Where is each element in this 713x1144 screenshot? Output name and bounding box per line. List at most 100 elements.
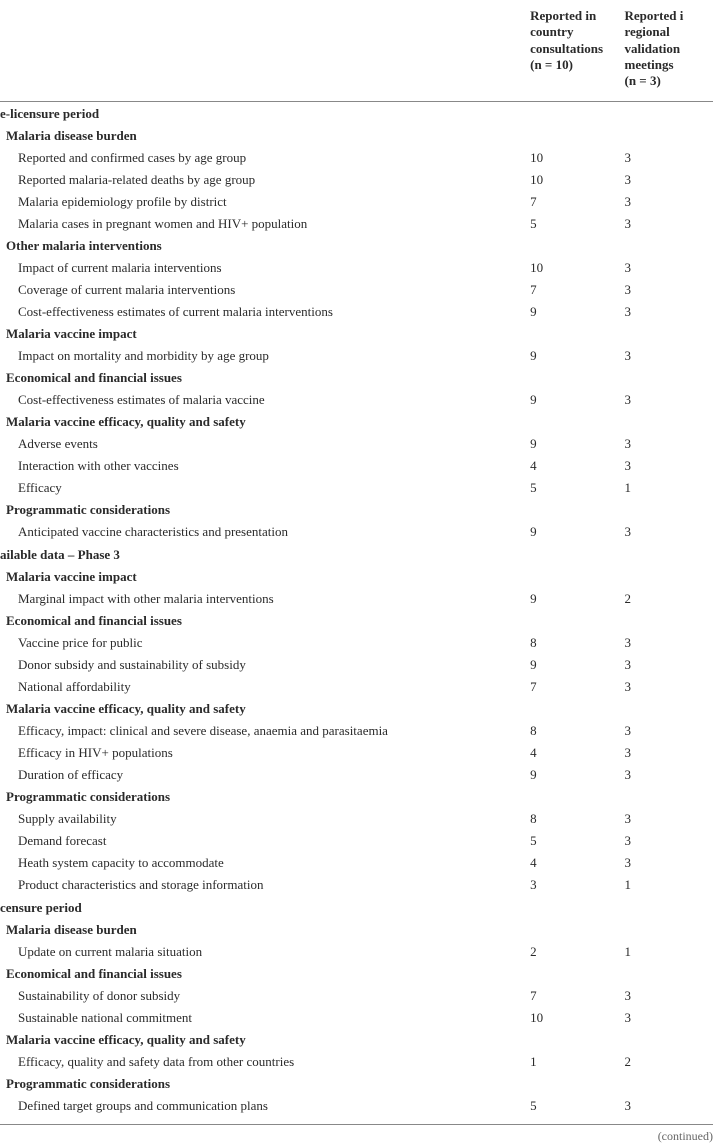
row-label: Cost-effectiveness estimates of malaria … bbox=[0, 389, 526, 411]
row-value-2: 2 bbox=[620, 1051, 713, 1073]
row-value-2: 2 bbox=[620, 588, 713, 610]
row-label: Reported malaria-related deaths by age g… bbox=[0, 169, 526, 191]
table-row: Efficacy, impact: clinical and severe di… bbox=[0, 720, 713, 742]
table-row: Product characteristics and storage info… bbox=[0, 874, 713, 896]
row-value-1: 7 bbox=[526, 279, 620, 301]
row-label: Marginal impact with other malaria inter… bbox=[0, 588, 526, 610]
row-value-2: 1 bbox=[620, 941, 713, 963]
table-row: Reported malaria-related deaths by age g… bbox=[0, 169, 713, 191]
table-row: Reported and confirmed cases by age grou… bbox=[0, 147, 713, 169]
row-value-2: 3 bbox=[620, 521, 713, 543]
subsection-title: Malaria vaccine impact bbox=[0, 566, 713, 588]
row-value-2: 3 bbox=[620, 1007, 713, 1029]
table-row: Malaria epidemiology profile by district… bbox=[0, 191, 713, 213]
table-row: Supply availability83 bbox=[0, 808, 713, 830]
row-value-1: 4 bbox=[526, 742, 620, 764]
subsection-row: Economical and financial issues bbox=[0, 367, 713, 389]
row-value-2: 3 bbox=[620, 830, 713, 852]
table-row: Cost-effectiveness estimates of malaria … bbox=[0, 389, 713, 411]
row-label: Demand forecast bbox=[0, 830, 526, 852]
row-value-2: 1 bbox=[620, 477, 713, 499]
subsection-title: Other malaria interventions bbox=[0, 235, 713, 257]
subsection-title: Programmatic considerations bbox=[0, 1073, 713, 1095]
row-value-1: 5 bbox=[526, 213, 620, 235]
subsection-title: Malaria vaccine impact bbox=[0, 323, 713, 345]
row-value-1: 4 bbox=[526, 455, 620, 477]
continued-label: (continued) bbox=[0, 1125, 713, 1144]
row-label: Update on current malaria situation bbox=[0, 941, 526, 963]
row-value-1: 5 bbox=[526, 1095, 620, 1117]
row-value-1: 1 bbox=[526, 1051, 620, 1073]
row-label: Reported and confirmed cases by age grou… bbox=[0, 147, 526, 169]
row-value-2: 3 bbox=[620, 301, 713, 323]
row-label: Malaria epidemiology profile by district bbox=[0, 191, 526, 213]
row-value-1: 10 bbox=[526, 147, 620, 169]
row-label: Adverse events bbox=[0, 433, 526, 455]
header-col-2-n: (n = 3) bbox=[624, 73, 660, 88]
row-label: Coverage of current malaria intervention… bbox=[0, 279, 526, 301]
row-value-2: 3 bbox=[620, 279, 713, 301]
subsection-row: Economical and financial issues bbox=[0, 610, 713, 632]
row-label: Anticipated vaccine characteristics and … bbox=[0, 521, 526, 543]
table-row: Defined target groups and communication … bbox=[0, 1095, 713, 1117]
row-label: Donor subsidy and sustainability of subs… bbox=[0, 654, 526, 676]
table-row: Duration of efficacy93 bbox=[0, 764, 713, 786]
row-value-1: 8 bbox=[526, 808, 620, 830]
table-row: Sustainable national commitment103 bbox=[0, 1007, 713, 1029]
subsection-row: Other malaria interventions bbox=[0, 235, 713, 257]
row-value-2: 3 bbox=[620, 654, 713, 676]
table-row: Update on current malaria situation21 bbox=[0, 941, 713, 963]
subsection-title: Programmatic considerations bbox=[0, 499, 713, 521]
row-value-2: 3 bbox=[620, 455, 713, 477]
table-row: Anticipated vaccine characteristics and … bbox=[0, 521, 713, 543]
table-row: Demand forecast53 bbox=[0, 830, 713, 852]
table-row: Efficacy51 bbox=[0, 477, 713, 499]
row-value-1: 10 bbox=[526, 169, 620, 191]
row-value-1: 7 bbox=[526, 191, 620, 213]
row-value-2: 3 bbox=[620, 742, 713, 764]
row-value-1: 9 bbox=[526, 301, 620, 323]
subsection-row: Malaria disease burden bbox=[0, 919, 713, 941]
row-value-1: 10 bbox=[526, 1007, 620, 1029]
row-label: Malaria cases in pregnant women and HIV+… bbox=[0, 213, 526, 235]
subsection-row: Malaria vaccine impact bbox=[0, 566, 713, 588]
table-row: Heath system capacity to accommodate43 bbox=[0, 852, 713, 874]
table-row: National affordability73 bbox=[0, 676, 713, 698]
table-row: Malaria cases in pregnant women and HIV+… bbox=[0, 213, 713, 235]
subsection-row: Malaria vaccine impact bbox=[0, 323, 713, 345]
header-col-2-label-b: regional validation meetings bbox=[624, 24, 680, 72]
row-value-1: 8 bbox=[526, 720, 620, 742]
row-value-1: 5 bbox=[526, 830, 620, 852]
row-label: Supply availability bbox=[0, 808, 526, 830]
row-value-1: 8 bbox=[526, 632, 620, 654]
table-row: Interaction with other vaccines43 bbox=[0, 455, 713, 477]
row-value-1: 10 bbox=[526, 257, 620, 279]
row-value-2: 3 bbox=[620, 985, 713, 1007]
subsection-row: Programmatic considerations bbox=[0, 786, 713, 808]
subsection-row: Malaria vaccine efficacy, quality and sa… bbox=[0, 1029, 713, 1051]
table-row: Efficacy, quality and safety data from o… bbox=[0, 1051, 713, 1073]
row-value-2: 3 bbox=[620, 720, 713, 742]
table-row: Donor subsidy and sustainability of subs… bbox=[0, 654, 713, 676]
row-label: Defined target groups and communication … bbox=[0, 1095, 526, 1117]
row-value-1: 7 bbox=[526, 676, 620, 698]
row-value-2: 3 bbox=[620, 676, 713, 698]
row-label: Sustainability of donor subsidy bbox=[0, 985, 526, 1007]
subsection-title: Malaria disease burden bbox=[0, 125, 713, 147]
row-label: Efficacy, impact: clinical and severe di… bbox=[0, 720, 526, 742]
row-label: Duration of efficacy bbox=[0, 764, 526, 786]
row-value-2: 3 bbox=[620, 257, 713, 279]
section-title: e-licensure period bbox=[0, 102, 713, 126]
row-value-1: 9 bbox=[526, 389, 620, 411]
row-value-1: 5 bbox=[526, 477, 620, 499]
bottom-rule bbox=[0, 1117, 713, 1125]
row-value-2: 3 bbox=[620, 345, 713, 367]
row-value-2: 3 bbox=[620, 147, 713, 169]
header-spacer bbox=[0, 0, 526, 102]
subsection-title: Economical and financial issues bbox=[0, 367, 713, 389]
row-value-1: 9 bbox=[526, 588, 620, 610]
table-row: Impact on mortality and morbidity by age… bbox=[0, 345, 713, 367]
section-title: censure period bbox=[0, 896, 713, 919]
row-value-1: 3 bbox=[526, 874, 620, 896]
row-value-2: 1 bbox=[620, 874, 713, 896]
